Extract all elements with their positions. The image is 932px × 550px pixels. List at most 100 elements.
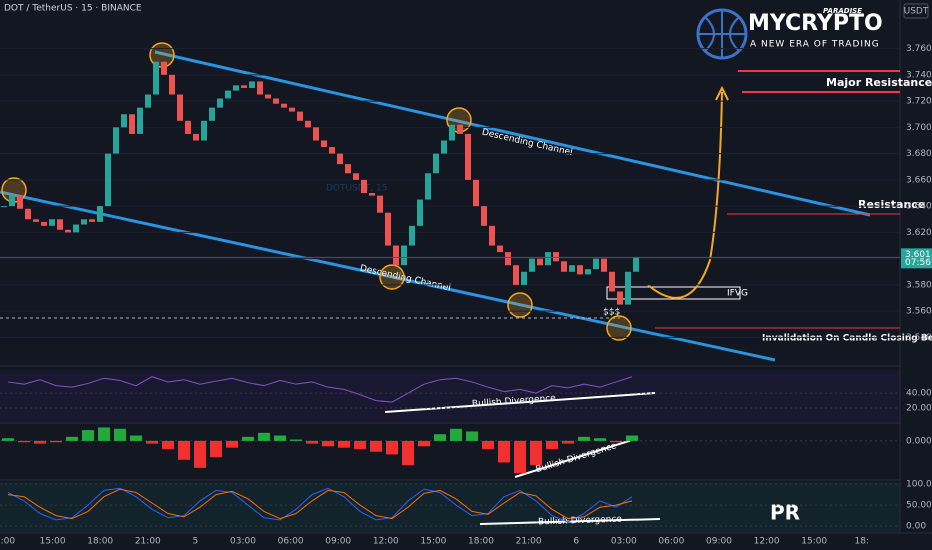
- candle: [97, 206, 103, 222]
- candle: [313, 127, 319, 141]
- candle: [601, 258, 607, 272]
- candle: [425, 173, 431, 200]
- y-tick-label: 3.540: [906, 333, 932, 343]
- histogram-bar: [2, 438, 14, 441]
- candle: [473, 179, 479, 207]
- histogram-bar: [306, 440, 318, 444]
- candle: [361, 179, 367, 194]
- y-tick-label: 3.560: [906, 307, 932, 317]
- candle: [457, 124, 463, 134]
- histogram-bar: [18, 440, 30, 443]
- candle: [465, 133, 471, 180]
- histogram-bar: [498, 440, 510, 463]
- candle: [417, 199, 423, 226]
- candle: [377, 195, 383, 213]
- candle: [537, 258, 543, 266]
- histogram-bar: [258, 432, 270, 441]
- ifvg-box: [606, 286, 741, 300]
- candle: [177, 94, 183, 121]
- y-tick-label: 0.00: [906, 522, 926, 532]
- candle: [481, 206, 487, 226]
- candle: [153, 61, 159, 95]
- y-tick-label: 0.000: [906, 436, 932, 446]
- x-tick-label: 15:00: [801, 537, 827, 547]
- y-tick-label: 3.740: [906, 70, 932, 80]
- histogram-bar: [162, 440, 174, 449]
- x-tick-label: 12:00: [373, 537, 399, 547]
- candle: [521, 271, 527, 285]
- watermark: DOTUSDT, 15: [326, 184, 387, 194]
- divergence-line: [514, 439, 633, 478]
- y-tick-label: 20.00: [906, 404, 932, 414]
- y-tick-label: 3.720: [906, 97, 932, 107]
- y-tick-label: 100.00: [906, 480, 932, 490]
- histogram-bar: [466, 431, 478, 441]
- divergence-line: [479, 518, 661, 525]
- histogram-bar: [418, 440, 430, 447]
- candle: [345, 164, 351, 174]
- candle: [249, 81, 255, 88]
- y-tick-label: 3.660: [906, 175, 932, 185]
- histogram-bar: [242, 436, 254, 441]
- candle: [489, 225, 495, 246]
- highlight-circle: [507, 292, 533, 318]
- candle: [209, 107, 215, 121]
- candle: [65, 229, 71, 233]
- countdown: 07:56: [905, 258, 931, 268]
- candle: [113, 127, 119, 154]
- candle: [217, 98, 223, 108]
- histogram-bar: [610, 440, 622, 443]
- histogram-bar: [146, 440, 158, 444]
- candle: [505, 252, 511, 266]
- x-tick-label: 06:00: [658, 537, 684, 547]
- candle: [1, 206, 7, 208]
- resistance-label: Resistance: [858, 198, 925, 211]
- histogram-bar: [82, 430, 94, 441]
- x-tick-label: 6: [573, 537, 579, 547]
- invalidation-label: Invalidation On Candle Closing Below: [762, 334, 932, 344]
- x-tick-label: 18:00: [87, 537, 113, 547]
- rsi-band: [0, 370, 900, 422]
- candle: [321, 140, 327, 148]
- candle: [393, 245, 399, 266]
- histogram-bar: [450, 428, 462, 441]
- histogram-bar: [626, 435, 638, 441]
- candle: [49, 219, 55, 226]
- histogram-bar: [578, 436, 590, 441]
- y-tick-label: 3.620: [906, 228, 932, 238]
- histogram-bar: [194, 440, 206, 468]
- histogram-bar: [354, 440, 366, 449]
- histogram-bar: [402, 440, 414, 466]
- histogram-bar: [50, 440, 62, 443]
- histogram-bar: [290, 439, 302, 441]
- highlight-circle: [379, 264, 405, 290]
- histogram-bar: [482, 440, 494, 449]
- candle: [409, 225, 415, 246]
- currency-box: [903, 3, 929, 19]
- candle: [281, 103, 287, 108]
- y-tick-label: 3.680: [906, 149, 932, 159]
- x-tick-label: 03:00: [611, 537, 637, 547]
- histogram-bar: [386, 440, 398, 455]
- x-tick-label: 15:00: [420, 537, 446, 547]
- candle: [241, 85, 247, 88]
- ifvg-label: IFVG: [727, 289, 748, 299]
- candle: [545, 252, 551, 266]
- histogram-bar: [370, 440, 382, 452]
- x-tick-label: 21:00: [516, 537, 542, 547]
- x-tick-label: 15:00: [40, 537, 66, 547]
- projection-arrow: [647, 91, 723, 299]
- candle: [401, 245, 407, 266]
- logo-slogan: A NEW ERA OF TRADING: [750, 40, 880, 50]
- candle: [305, 120, 311, 128]
- candle: [89, 219, 95, 222]
- candle: [233, 85, 239, 91]
- indicator-line: [7, 376, 633, 403]
- y-tick-label: 3.760: [906, 44, 932, 54]
- candle: [561, 261, 567, 272]
- candle: [225, 90, 231, 99]
- candle: [441, 140, 447, 154]
